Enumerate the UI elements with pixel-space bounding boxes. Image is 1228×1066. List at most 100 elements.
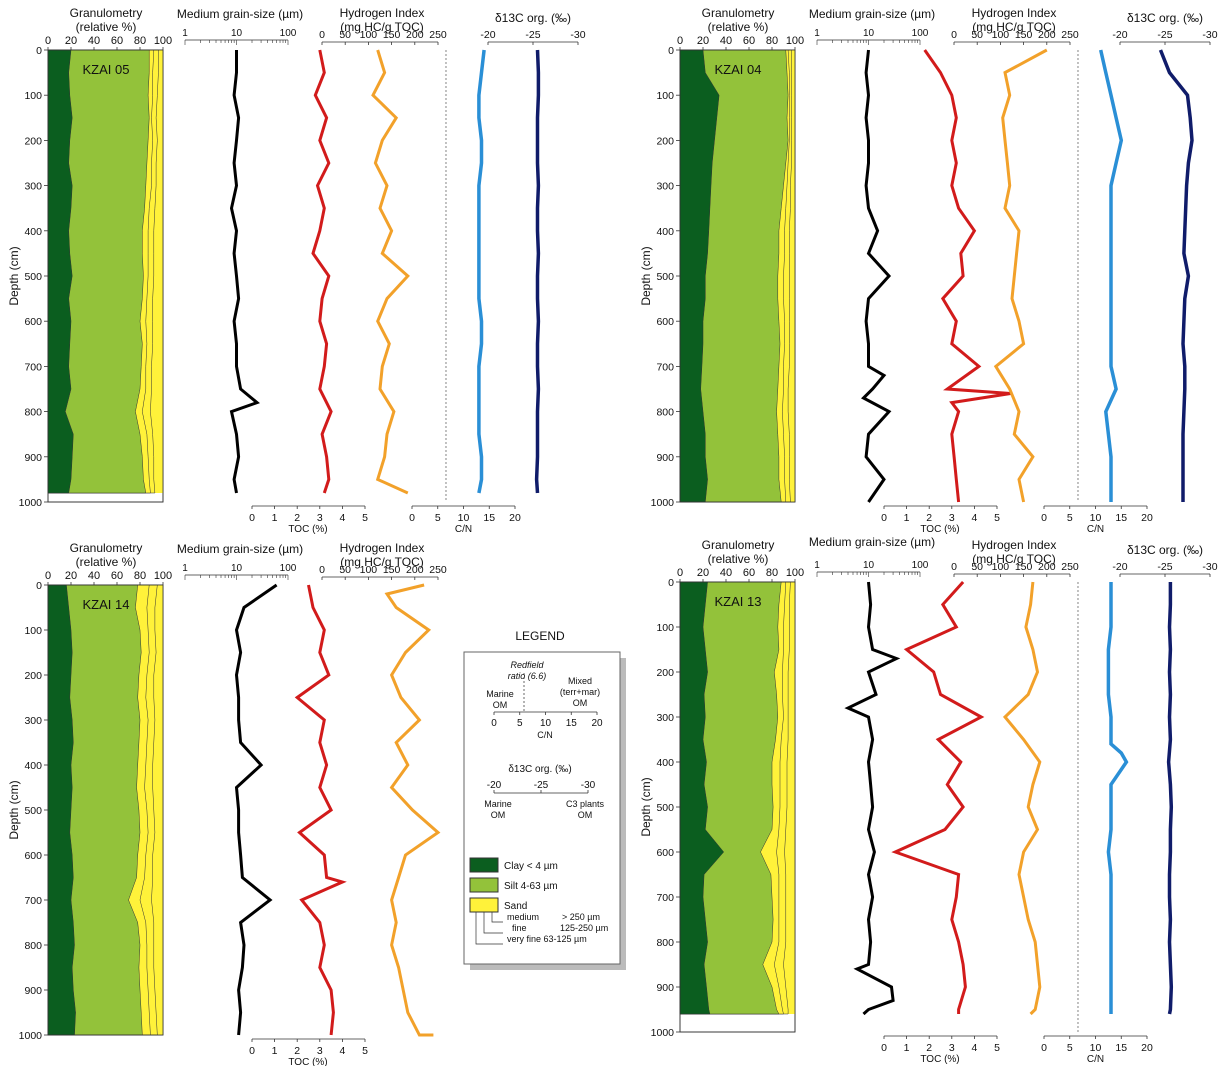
toc-tick-label: 1 bbox=[272, 512, 278, 524]
clay-area bbox=[47, 584, 76, 1036]
depth-tick-label: 0 bbox=[36, 580, 42, 592]
hi-tick-label: 0 bbox=[951, 561, 957, 573]
cn-tick-label: 5 bbox=[1067, 512, 1073, 524]
grain-line bbox=[234, 583, 278, 1036]
hi-line bbox=[371, 49, 410, 495]
toc-tick-label: 4 bbox=[339, 1045, 345, 1057]
gran-subtitle: (relative %) bbox=[708, 552, 769, 566]
toc-tick-label: 4 bbox=[971, 1042, 977, 1054]
d13c-title: δ13C org. (‰) bbox=[495, 11, 571, 25]
hi-tick-label: 150 bbox=[1015, 561, 1033, 573]
gran-tick-label: 60 bbox=[743, 35, 755, 47]
gran-tick-label: 60 bbox=[743, 567, 755, 579]
hi-subtitle: (mg HC/g TOC) bbox=[972, 552, 1056, 566]
cn-tick-label: 20 bbox=[509, 512, 521, 524]
legend-medium-label: medium bbox=[507, 912, 539, 922]
depth-tick-label: 1000 bbox=[19, 1030, 43, 1042]
legend-om2-label: OM bbox=[573, 698, 588, 708]
legend-silt-label: Silt 4-63 µm bbox=[504, 881, 558, 892]
toc-line bbox=[311, 49, 333, 494]
legend-cn-ticks: 0 5 10 15 20 bbox=[491, 712, 603, 729]
legend-om3-label: OM bbox=[491, 810, 506, 820]
toc-tick-label: 4 bbox=[971, 512, 977, 524]
depth-axis-label: Depth (cm) bbox=[7, 780, 21, 839]
toc-tick-label: 3 bbox=[317, 1045, 323, 1057]
d13c-tick-label: -30 bbox=[570, 29, 585, 41]
depth-tick-label: 500 bbox=[24, 271, 42, 283]
cn-tick-label: 20 bbox=[1141, 512, 1153, 524]
depth-tick-label: 300 bbox=[24, 715, 42, 727]
gran-tick-label: 20 bbox=[65, 35, 77, 47]
legend-box: LEGEND Redfield ratio (6.6) Marine OM Mi… bbox=[463, 629, 626, 970]
hi-title: Hydrogen Index bbox=[340, 6, 425, 20]
hi-tick-label: 250 bbox=[1061, 29, 1079, 41]
depth-tick-label: 100 bbox=[24, 90, 42, 102]
legend-d13c-tick-label: -25 bbox=[534, 780, 549, 791]
grain-tick-label: 10 bbox=[863, 28, 875, 39]
d13c-line bbox=[1166, 582, 1174, 1015]
hi-tick-label: 200 bbox=[1038, 29, 1056, 41]
gran-tick-label: 80 bbox=[766, 567, 778, 579]
toc-tick-label: 1 bbox=[272, 1045, 278, 1057]
depth-tick-label: 0 bbox=[36, 45, 42, 57]
d13c-tick-label: -20 bbox=[1112, 29, 1127, 41]
hi-tick-label: 250 bbox=[1061, 561, 1079, 573]
legend-sand-label: Sand bbox=[504, 901, 527, 912]
depth-tick-label: 200 bbox=[24, 670, 42, 682]
hi-subtitle: (mg HC/g TOC) bbox=[972, 20, 1056, 34]
legend-cn-label: C/N bbox=[537, 730, 553, 740]
toc-tick-label: 0 bbox=[881, 512, 887, 524]
grain-line bbox=[860, 49, 892, 503]
depth-tick-label: 500 bbox=[656, 271, 674, 283]
d13c-line bbox=[534, 49, 541, 494]
legend-clay-label: Clay < 4 µm bbox=[504, 861, 558, 872]
hi-tick-label: 0 bbox=[951, 29, 957, 41]
toc-tick-label: 1 bbox=[904, 1042, 910, 1054]
depth-axis-label: Depth (cm) bbox=[7, 246, 21, 305]
depth-tick-label: 700 bbox=[24, 361, 42, 373]
panel-kzai-14: KZAI 140 20 40 60 80 100Granulometry(relative… bbox=[7, 541, 447, 1066]
depth-tick-label: 200 bbox=[656, 135, 674, 147]
grain-tick-label: 10 bbox=[231, 563, 243, 574]
hi-tick-label: 200 bbox=[406, 564, 424, 576]
hi-tick-label: 200 bbox=[406, 29, 424, 41]
hi-line bbox=[993, 48, 1048, 503]
toc-tick-label: 4 bbox=[339, 512, 345, 524]
depth-tick-label: 400 bbox=[656, 226, 674, 238]
grain-tick-label: 100 bbox=[912, 28, 929, 39]
legend-d13c-tick-label: -30 bbox=[581, 780, 596, 791]
gran-title: Granulometry bbox=[702, 538, 775, 552]
hi-tick-label: 100 bbox=[992, 29, 1010, 41]
gran-tick-label: 0 bbox=[677, 567, 683, 579]
depth-tick-label: 900 bbox=[24, 452, 42, 464]
toc-axis-label: TOC (%) bbox=[920, 524, 959, 535]
gran-tick-label: 60 bbox=[111, 35, 123, 47]
grain-tick-label: 100 bbox=[280, 28, 297, 39]
hi-tick-label: 150 bbox=[383, 564, 401, 576]
depth-tick-label: 700 bbox=[24, 895, 42, 907]
depth-tick-label: 0 bbox=[668, 45, 674, 57]
gran-tick-label: 20 bbox=[65, 570, 77, 582]
cn-tick-label: 0 bbox=[409, 512, 415, 524]
cn-axis-label: C/N bbox=[1087, 524, 1104, 535]
grain-title: Medium grain-size (µm) bbox=[177, 542, 303, 556]
legend-sand-brackets bbox=[475, 912, 503, 945]
panels-layer: KZAI 050 20 40 60 80 100Granulometry(relative… bbox=[7, 6, 1218, 1066]
toc-axis-label: TOC (%) bbox=[288, 1057, 327, 1066]
toc-axis-label: TOC (%) bbox=[288, 524, 327, 535]
clay-area bbox=[47, 49, 74, 494]
grain-line bbox=[229, 50, 260, 494]
clay-area bbox=[679, 581, 725, 1015]
d13c-tick-label: -25 bbox=[1157, 29, 1172, 41]
cn-tick-label: 10 bbox=[458, 512, 470, 524]
depth-tick-label: 600 bbox=[24, 850, 42, 862]
depth-tick-label: 900 bbox=[656, 452, 674, 464]
grain-tick-label: 1 bbox=[814, 560, 820, 571]
depth-axis-label: Depth (cm) bbox=[639, 777, 653, 836]
cn-tick-label: 10 bbox=[1090, 512, 1102, 524]
grain-line bbox=[844, 581, 901, 1016]
toc-tick-label: 5 bbox=[994, 512, 1000, 524]
gran-tick-label: 0 bbox=[45, 35, 51, 47]
toc-line bbox=[891, 580, 985, 1014]
hi-title: Hydrogen Index bbox=[340, 541, 425, 555]
